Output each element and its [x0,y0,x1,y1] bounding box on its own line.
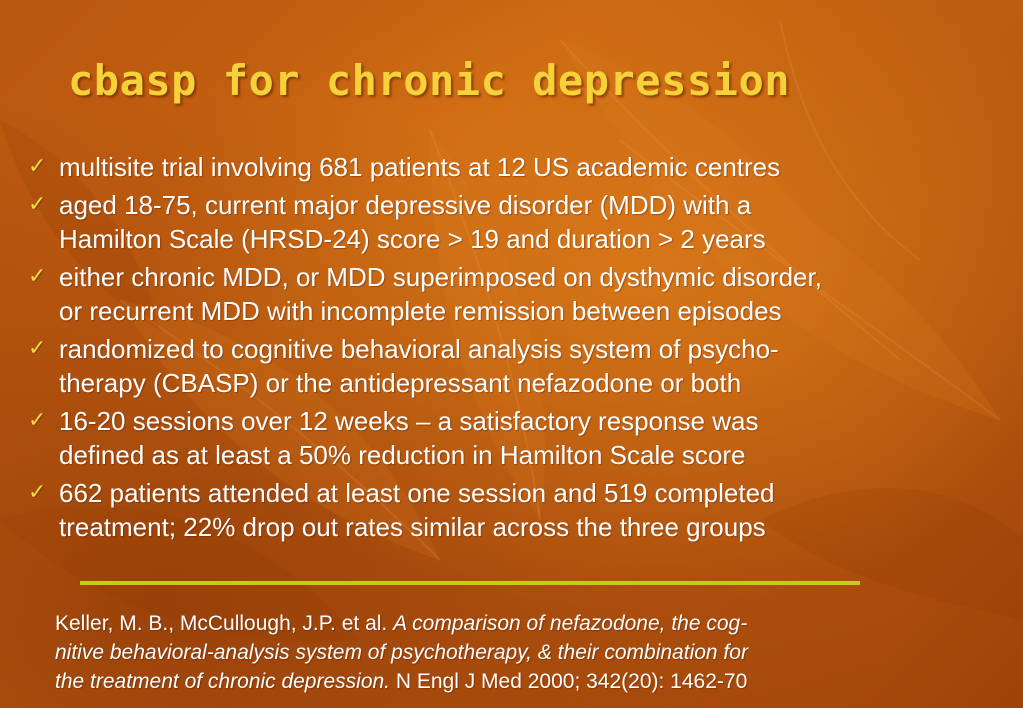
bullet-text: Hamilton Scale (HRSD-24) score > 19 and … [59,224,766,254]
bullet-text: 662 patients attended at least one sessi… [59,478,775,508]
bullet-item: ✓ either chronic MDD, or MDD superimpose… [28,260,988,328]
slide-title: cbasp for chronic depression [68,56,791,105]
bullet-item: ✓ 662 patients attended at least one ses… [28,476,988,544]
bullet-text: treatment; 22% drop out rates similar ac… [59,512,766,542]
bullet-list: ✓ multisite trial involving 681 patients… [28,150,988,548]
citation-journal: N Engl J Med 2000; 342(20): 1462-70 [395,670,748,693]
bullet-text: aged 18-75, current major depressive dis… [59,190,752,220]
citation-article-title: A comparison of nefazodone, the cog-niti… [55,612,748,693]
check-icon: ✓ [28,264,47,289]
divider-line [80,581,860,585]
check-icon: ✓ [28,154,47,179]
bullet-item: ✓ randomized to cognitive behavioral ana… [28,332,988,400]
citation-authors: Keller, M. B., McCullough, J.P. et al. [55,612,388,635]
bullet-text: or recurrent MDD with incomplete remissi… [59,296,782,326]
bullet-text: defined as at least a 50% reduction in H… [59,440,746,470]
bullet-text: multisite trial involving 681 patients a… [59,152,781,182]
citation-article-line: the treatment of chronic depression. [55,670,391,693]
bullet-item: ✓ 16-20 sessions over 12 weeks – a satis… [28,404,988,472]
bullet-text: 16-20 sessions over 12 weeks – a satisfa… [59,406,759,436]
check-icon: ✓ [28,336,47,361]
bullet-text: therapy (CBASP) or the antidepressant ne… [59,368,742,398]
bullet-text: either chronic MDD, or MDD superimposed … [59,262,822,292]
citation: Keller, M. B., McCullough, J.P. et al. A… [55,609,955,696]
check-icon: ✓ [28,192,47,217]
check-icon: ✓ [28,408,47,433]
check-icon: ✓ [28,480,47,505]
bullet-text: randomized to cognitive behavioral analy… [59,334,779,364]
bullet-item: ✓ aged 18-75, current major depressive d… [28,188,988,256]
citation-article-line: nitive behavioral-analysis system of psy… [55,641,748,664]
bullet-item: ✓ multisite trial involving 681 patients… [28,150,988,184]
citation-article-line: A comparison of nefazodone, the cog- [393,612,748,635]
